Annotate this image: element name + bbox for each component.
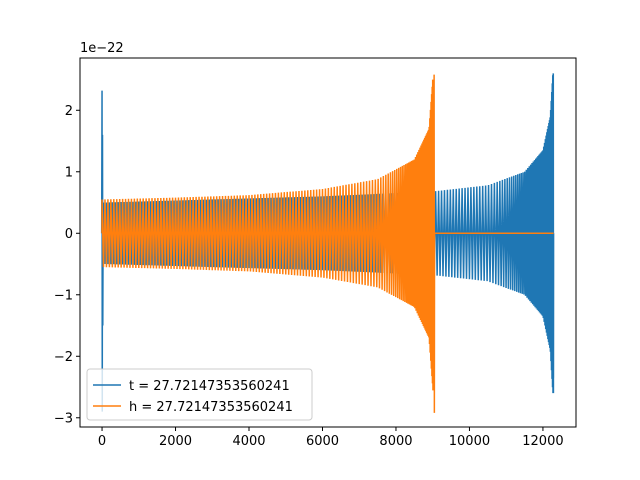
series-line-h — [101, 74, 554, 413]
y-tick-label: −2 — [54, 350, 73, 365]
y-tick-label: 1 — [65, 165, 73, 180]
y-tick-label: −1 — [54, 288, 73, 303]
y-axis: 2 1 0 −1 −2 −3 — [54, 104, 80, 426]
legend-label: t = 27.72147353560241 — [129, 379, 290, 394]
y-tick-label: 2 — [65, 104, 73, 119]
series-line-t — [100, 73, 555, 412]
x-axis: 0 2000 4000 6000 8000 10000 12000 — [98, 427, 564, 449]
x-tick-label: 6000 — [306, 434, 339, 449]
x-tick-label: 4000 — [232, 434, 265, 449]
y-tick-label: −3 — [54, 411, 73, 426]
x-tick-label: 2000 — [159, 434, 192, 449]
y-tick-label: 0 — [65, 227, 73, 242]
legend-box — [86, 368, 313, 421]
x-tick-label: 10000 — [449, 434, 490, 449]
x-tick-label: 8000 — [379, 434, 412, 449]
y-offset-text: 1e−22 — [80, 41, 124, 56]
legend: t = 27.72147353560241 h = 27.721473535602… — [86, 368, 313, 421]
plot-area — [100, 73, 555, 413]
legend-label: h = 27.72147353560241 — [129, 400, 293, 415]
axes-frame — [79, 57, 577, 428]
x-tick-label: 12000 — [522, 434, 563, 449]
x-tick-label: 0 — [98, 434, 106, 449]
